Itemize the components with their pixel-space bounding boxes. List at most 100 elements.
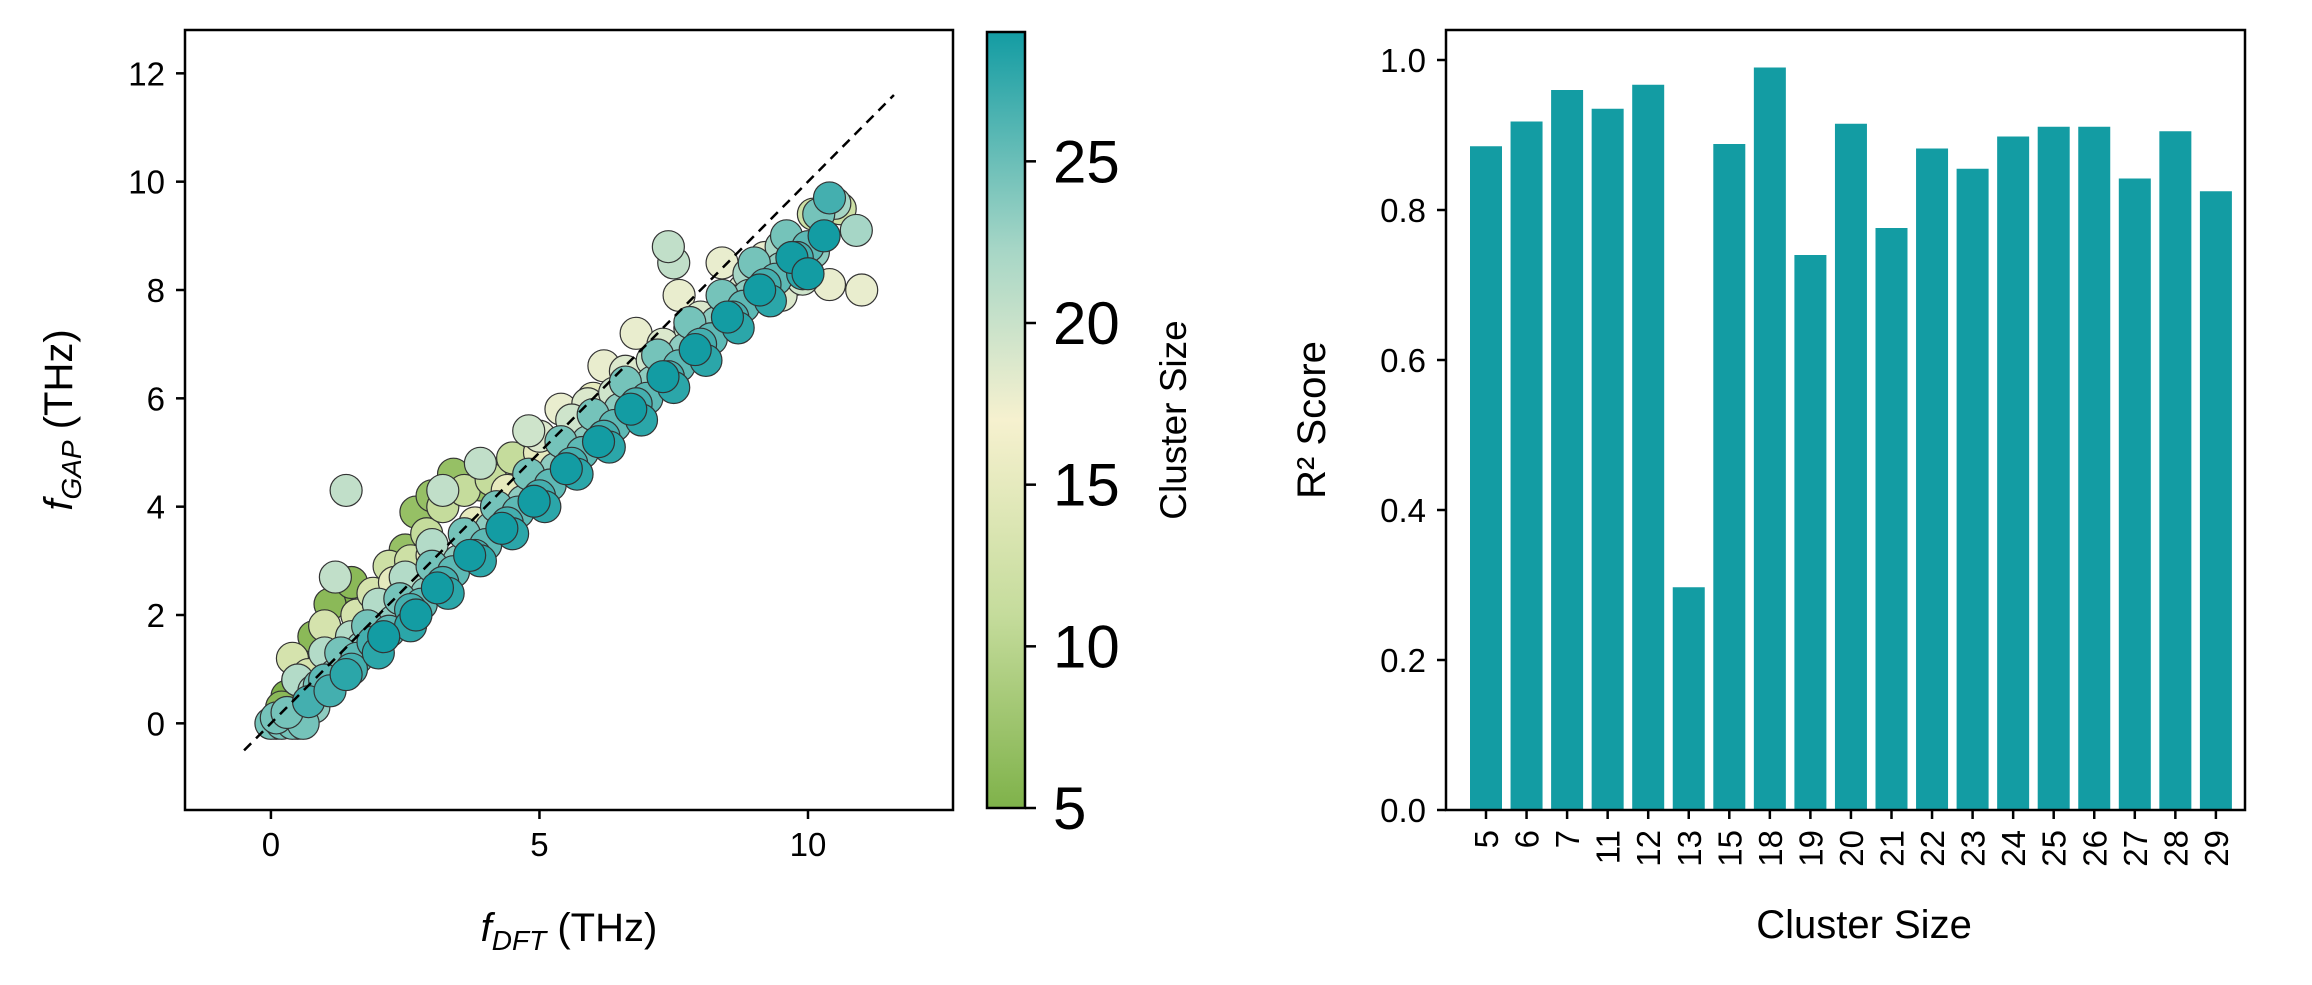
bar-y-tick-label-0: 0.0 [1380,792,1426,829]
bar-y-tick-label-3: 0.6 [1380,342,1426,379]
bar-y-tick-label-5: 1.0 [1380,42,1426,79]
scatter-point-s28-0 [329,657,363,692]
bar-25 [2037,126,2070,810]
bar-x-tick-label-27: 27 [2117,830,2154,867]
scatter-point-s29-0 [367,620,401,654]
scatter-x-axis-title: fDFT (THz) [481,906,658,956]
bar-x-tick-label-18: 18 [1752,830,1789,867]
bar-24 [1997,136,2030,810]
bar-x-tick-label-23: 23 [1955,830,1992,867]
scatter-point-s29-15 [791,257,825,291]
scatter-chart: 0 5 10 0 2 4 6 8 10 12 fDFT (THz) fGAP (THz) [37,28,955,956]
scatter-y-tick-label-0: 0 [147,705,165,742]
colorbar-tick-label-3: 20 [1053,290,1120,357]
colorbar-gradient [985,30,1027,810]
scatter-x-ticks: 0 5 10 [262,810,827,863]
bar-x-tick-label-24: 24 [1995,830,2032,867]
bar-x-tick-label-28: 28 [2157,830,2194,867]
bar-x-tick-label-29: 29 [2198,830,2235,867]
bar-x-tick-label-26: 26 [2076,830,2113,867]
scatter-y-tick-label-1: 2 [147,597,165,634]
bar-13 [1672,587,1705,810]
scatter-point-s29-11 [710,300,745,334]
scatter-point-s29-7 [581,425,616,459]
bar-28 [2159,131,2192,810]
bar-18 [1753,67,1786,810]
bar-x-tick-label-5: 5 [1468,830,1505,848]
scatter-point-s29-8 [614,392,648,426]
scatter-points [254,181,879,740]
bar-x-ticks: 5 6 7 11 12 13 15 18 19 20 21 22 23 24 25 26 27 28 29 [1468,810,2235,867]
scatter-y-axis-title: fGAP (THz) [37,329,87,510]
bar-x-tick-label-20: 20 [1833,830,1870,867]
scatter-point-s21-1 [329,473,363,508]
scatter-point-s21-2 [426,473,460,508]
scatter-y-tick-label-4: 8 [147,272,165,309]
bar-29 [2199,191,2232,810]
bar-26 [2078,126,2111,810]
scatter-point-s29-9 [646,360,680,394]
scatter-point-s21-5 [651,230,685,264]
bar-y-ticks: 0.0 0.2 0.4 0.6 0.8 1.0 [1380,42,1446,829]
bar-x-tick-label-11: 11 [1590,830,1627,864]
bar-27 [2118,178,2151,810]
bar-x-tick-label-25: 25 [2036,830,2073,867]
scatter-point-s20-0 [512,414,546,448]
bar-23 [1956,168,1989,810]
bar-chart: 0.0 0.2 0.4 0.6 0.8 1.0 5 6 7 11 12 13 15 18 19 20 21 22… [1290,28,2247,947]
colorbar-tick-label-0: 5 [1053,775,1086,842]
scatter-y-tick-label-5: 10 [128,164,165,201]
bar-axes-frame [1444,28,2247,812]
scatter-point-s23-1 [839,213,873,248]
bar-x-tick-label-6: 6 [1509,830,1546,848]
scatter-y-tick-label-2: 4 [147,489,165,526]
bar-y-axis-title: R² Score [1290,341,1334,499]
scatter-y-ticks: 0 2 4 6 8 10 12 [128,55,185,742]
scatter-axes-frame [183,28,955,812]
colorbar-tick-label-1: 10 [1053,613,1120,680]
bar-x-tick-label-13: 13 [1671,830,1708,867]
bar-x-tick-label-7: 7 [1549,830,1586,848]
scatter-x-tick-label-0: 0 [262,826,280,863]
bar-11 [1591,108,1624,810]
scatter-point-s29-5 [517,484,551,518]
scatter-point-s29-3 [453,538,487,573]
scatter-point-s18-8 [845,273,879,307]
bar-22 [1916,148,1949,810]
scatter-x-tick-label-1: 5 [530,826,548,863]
scatter-point-s29-6 [549,452,583,486]
colorbar-tick-label-4: 25 [1053,128,1120,195]
colorbar: 5 10 15 20 25 Cluster Size [985,30,1194,842]
scatter-point-s27-17 [812,181,847,215]
bar-5 [1470,146,1502,810]
bar-x-axis-title: Cluster Size [1756,903,1972,947]
bar-x-tick-label-21: 21 [1874,830,1911,867]
colorbar-ticks: 5 10 15 20 25 [1025,128,1120,842]
scatter-point-s29-10 [678,332,712,367]
scatter-point-s21-3 [463,446,497,480]
bar-19 [1794,255,1827,810]
bar-20 [1834,123,1867,810]
bar-x-tick-label-15: 15 [1711,830,1748,867]
scatter-point-s29-14 [807,219,841,253]
scatter-y-tick-label-3: 6 [147,380,165,417]
scatter-point-s29-1 [399,598,433,632]
bar-12 [1632,84,1665,810]
bar-21 [1875,228,1908,810]
bar-6 [1510,121,1543,810]
bar-15 [1713,144,1746,810]
scatter-y-tick-label-6: 12 [128,55,165,92]
scatter-point-s29-4 [485,511,519,545]
scatter-point-s29-2 [420,571,455,605]
colorbar-tick-label-2: 15 [1053,452,1120,519]
bar-x-tick-label-22: 22 [1914,830,1951,867]
bar-x-tick-label-19: 19 [1792,830,1829,867]
bar-y-tick-label-2: 0.4 [1380,492,1426,529]
bar-7 [1551,90,1584,810]
bar-x-tick-label-12: 12 [1630,830,1667,867]
bar-y-tick-label-1: 0.2 [1380,642,1426,679]
bar-y-tick-label-4: 0.8 [1380,192,1426,229]
scatter-x-tick-label-2: 10 [790,826,827,863]
colorbar-title: Cluster Size [1153,320,1194,519]
bars [1470,67,2232,810]
